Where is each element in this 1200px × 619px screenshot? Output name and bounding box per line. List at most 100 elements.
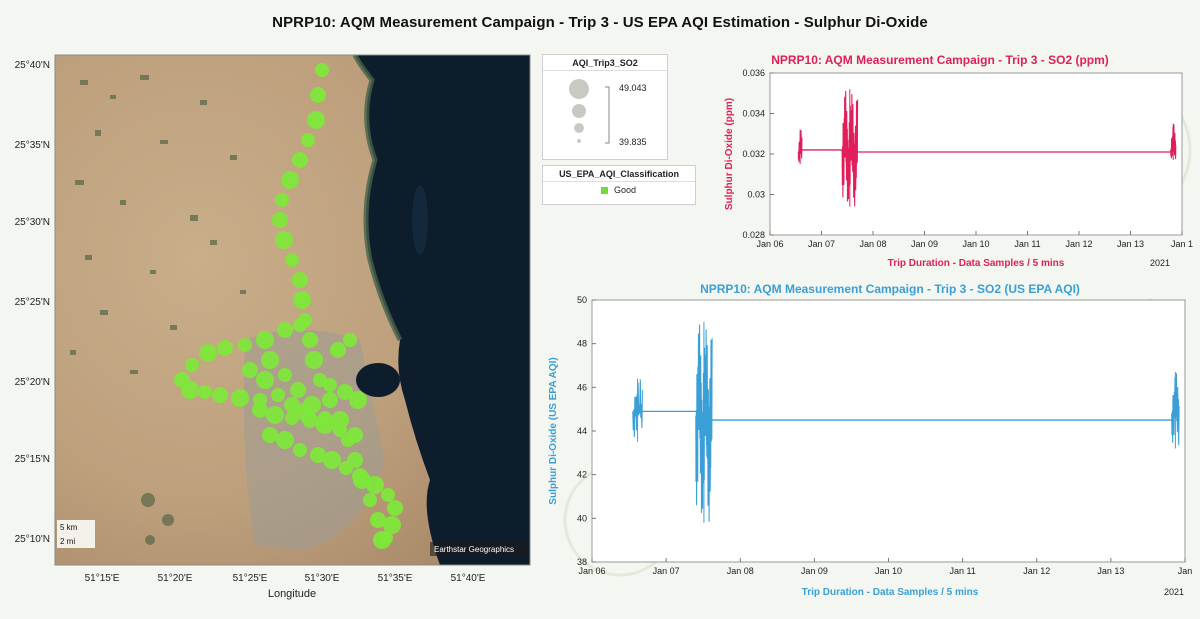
aqi-marker	[275, 231, 293, 249]
aqi-marker	[347, 427, 363, 443]
aqi-marker	[231, 389, 249, 407]
x-tick-label: Jan	[1178, 566, 1193, 576]
scale-mi: 2 mi	[60, 537, 75, 546]
aqi-marker	[330, 342, 346, 358]
size-bubble-large	[569, 79, 589, 99]
aqi-marker	[199, 344, 217, 362]
aqi-marker	[318, 411, 332, 425]
map-attribution: Earthstar Geographics	[434, 545, 514, 554]
aqi-marker	[370, 512, 386, 528]
lat-tick: 25°30'N	[15, 217, 50, 228]
chart-title: NPRP10: AQM Measurement Campaign - Trip …	[700, 282, 1080, 296]
aqi-marker	[275, 193, 289, 207]
y-tick-label: 46	[577, 382, 587, 392]
x-tick-label: Jan 08	[727, 566, 754, 576]
aqi-marker	[363, 493, 377, 507]
aqi-marker	[339, 461, 353, 475]
x-tick-label: Jan 11	[1014, 239, 1040, 249]
lat-tick: 25°35'N	[15, 140, 50, 151]
x-tick-label: Jan 13	[1117, 239, 1144, 249]
aqi-marker	[278, 368, 292, 382]
aqi-marker	[292, 272, 308, 288]
aqi-marker	[242, 362, 258, 378]
y-tick-label: 0.032	[742, 149, 765, 159]
x-tick-label: Jan 12	[1023, 566, 1050, 576]
aqi-marker	[315, 63, 329, 77]
aqi-marker	[333, 423, 347, 437]
aqi-marker	[217, 340, 233, 356]
latitude-ticks: 25°40'N 25°35'N 25°30'N 25°25'N 25°20'N …	[15, 60, 50, 545]
aqi-marker	[284, 397, 300, 413]
x-tick-label: Jan 07	[653, 566, 680, 576]
aqi-marker	[293, 318, 307, 332]
y-axis-label: Sulphur Di-Oxide (ppm)	[724, 98, 735, 210]
lat-tick: 25°40'N	[15, 60, 50, 71]
longitude-ticks: 51°15'E 51°20'E 51°25'E 51°30'E 51°35'E …	[85, 573, 486, 584]
aqi-marker	[383, 516, 401, 534]
aqi-marker	[301, 133, 315, 147]
year-label: 2021	[1150, 258, 1170, 268]
y-tick-label: 48	[577, 339, 587, 349]
aqi-marker	[343, 333, 357, 347]
y-tick-label: 0.036	[742, 68, 765, 78]
size-legend-max: 49.043	[619, 83, 647, 93]
size-bubble-tiny	[577, 139, 581, 143]
aqi-marker	[293, 291, 311, 309]
aqi-marker	[271, 388, 285, 402]
y-tick-label: 50	[577, 295, 587, 305]
y-tick-label: 42	[577, 470, 587, 480]
class-swatch	[601, 186, 608, 194]
aqi-marker	[181, 381, 199, 399]
x-tick-label: Jan 09	[801, 566, 828, 576]
x-tick-label: Jan 13	[1097, 566, 1124, 576]
lat-tick: 25°20'N	[15, 377, 50, 388]
aqi-marker	[285, 253, 299, 267]
class-legend-item: Good	[614, 185, 637, 195]
aqi-marker	[323, 451, 341, 469]
lon-tick: 51°20'E	[158, 573, 193, 584]
aqi-marker	[352, 468, 368, 484]
aqi-marker	[198, 385, 212, 399]
plot-area	[769, 72, 1183, 236]
lat-tick: 25°25'N	[15, 297, 50, 308]
aqi-marker	[261, 351, 279, 369]
aqi-marker	[302, 332, 318, 348]
plot-area	[591, 299, 1186, 563]
x-tick-label: Jan 09	[911, 239, 938, 249]
size-legend: AQI_Trip3_SO2 49.043 39.835	[542, 54, 668, 160]
x-tick-label: Jan 1	[1171, 239, 1193, 249]
x-tick-label: Jan 06	[756, 239, 783, 249]
aqi-marker	[292, 152, 308, 168]
aqi-marker	[238, 338, 252, 352]
aqi-marker	[307, 111, 325, 129]
x-tick-label: Jan 07	[808, 239, 835, 249]
lon-tick: 51°35'E	[378, 573, 413, 584]
aqi-marker	[366, 476, 384, 494]
aqi-marker	[293, 443, 307, 457]
aqi-marker	[381, 488, 395, 502]
aqi-marker	[281, 171, 299, 189]
x-tick-label: Jan 12	[1065, 239, 1092, 249]
aqi-marker	[290, 382, 306, 398]
scale-km: 5 km	[60, 523, 78, 532]
chart-so2-ppm: NPRP10: AQM Measurement Campaign - Trip …	[724, 53, 1193, 269]
map-panel: 5 km 2 mi Earthstar Geographics 25°40'N …	[15, 54, 531, 600]
aqi-marker	[252, 402, 268, 418]
x-tick-label: Jan 10	[962, 239, 989, 249]
lon-tick: 51°40'E	[451, 573, 486, 584]
y-tick-label: 38	[577, 557, 587, 567]
aqi-marker	[310, 447, 326, 463]
aqi-marker	[256, 371, 274, 389]
x-axis-label: Trip Duration - Data Samples / 5 mins	[802, 587, 979, 598]
aqi-marker	[277, 322, 293, 338]
aqi-marker	[349, 391, 367, 409]
lon-tick: 51°30'E	[305, 573, 340, 584]
scale-bar: 5 km 2 mi	[57, 520, 95, 548]
year-label: 2021	[1164, 587, 1184, 597]
aqi-marker	[379, 531, 393, 545]
aqi-marker	[272, 212, 288, 228]
x-tick-label: Jan 11	[949, 566, 975, 576]
aqi-markers	[174, 63, 403, 549]
aqi-marker	[262, 427, 278, 443]
map-x-label: Longitude	[268, 588, 316, 600]
